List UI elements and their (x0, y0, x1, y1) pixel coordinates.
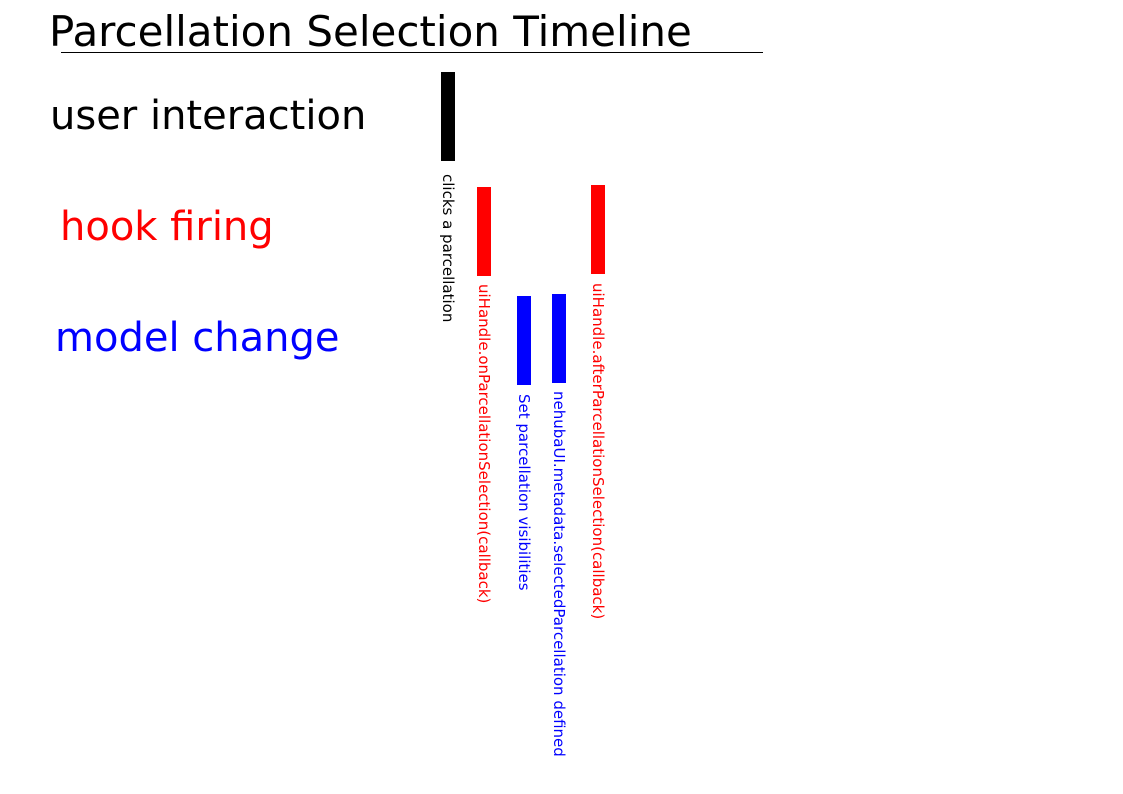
event-bar-after-parcellation-selection (591, 185, 605, 274)
row-label-user-interaction: user interaction (50, 93, 367, 139)
event-bar-clicks-parcellation (441, 72, 455, 161)
event-label-on-parcellation-selection: uiHandle.onParcellationSelection(callbac… (475, 284, 493, 604)
title-underline (61, 52, 763, 53)
diagram-title: Parcellation Selection Timeline (49, 7, 692, 56)
event-label-selected-parcellation-defined: nehubaUI.metadata.selectedParcellation d… (550, 391, 568, 757)
event-bar-on-parcellation-selection (477, 187, 491, 276)
event-label-clicks-parcellation: clicks a parcellation (439, 174, 457, 323)
event-bar-set-visibilities (517, 296, 531, 385)
row-label-hook-firing: hook firing (60, 204, 274, 250)
event-label-after-parcellation-selection: uiHandle.afterParcellationSelection(call… (589, 283, 607, 620)
row-label-model-change: model change (55, 315, 340, 361)
event-bar-selected-parcellation-defined (552, 294, 566, 383)
event-label-set-visibilities: Set parcellation visibilities (515, 394, 533, 591)
